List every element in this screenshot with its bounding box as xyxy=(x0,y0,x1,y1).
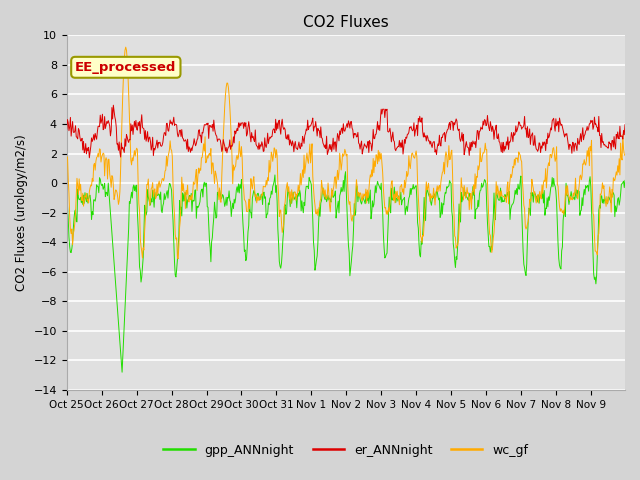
Title: CO2 Fluxes: CO2 Fluxes xyxy=(303,15,388,30)
Legend: gpp_ANNnight, er_ANNnight, wc_gf: gpp_ANNnight, er_ANNnight, wc_gf xyxy=(158,439,534,462)
Y-axis label: CO2 Fluxes (urology/m2/s): CO2 Fluxes (urology/m2/s) xyxy=(15,134,28,291)
Text: EE_processed: EE_processed xyxy=(75,61,177,74)
